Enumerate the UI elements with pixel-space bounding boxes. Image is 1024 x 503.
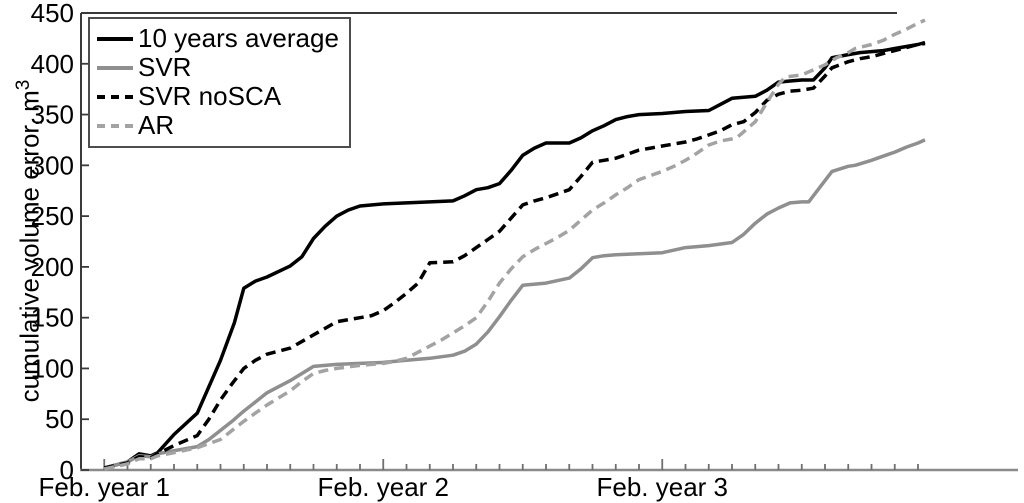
legend-label: SVR noSCA: [138, 81, 282, 111]
y-tick-label: 400: [31, 49, 74, 79]
legend: 10 years average SVR SVR noSCA AR: [88, 17, 351, 148]
x-tick-label: Feb. year 1: [38, 472, 170, 502]
legend-item: SVR noSCA: [97, 82, 339, 111]
y-axis-title-text: cumulative volume error, m: [14, 90, 45, 403]
legend-item: SVR: [97, 53, 339, 82]
y-tick-label: 350: [31, 100, 74, 130]
y-tick-label: 0: [60, 455, 74, 485]
legend-label: 10 years average: [138, 23, 339, 53]
y-tick-label: 300: [31, 150, 74, 180]
series-line-10-years-average: [103, 40, 926, 470]
y-axis-title-exponent: 3: [13, 79, 34, 91]
legend-line-sample-ar: [97, 123, 133, 128]
legend-label: AR: [138, 110, 175, 140]
series-line-ar: [103, 18, 926, 471]
legend-item: AR: [97, 111, 339, 140]
series-line-svr: [103, 138, 926, 470]
y-tick-label: 50: [45, 404, 74, 434]
x-tick-label: Feb. year 3: [596, 472, 728, 502]
series-line-svr-nosca: [103, 41, 926, 470]
y-tick-label: 150: [31, 303, 74, 333]
legend-line-sample-svr: [97, 65, 133, 70]
legend-item: 10 years average: [97, 24, 339, 53]
legend-line-sample-svr-nosca: [97, 94, 133, 99]
y-tick-label: 450: [31, 0, 74, 28]
y-tick-label: 250: [31, 201, 74, 231]
legend-line-sample-10-years-average: [97, 36, 133, 41]
x-tick-label: Feb. year 2: [317, 472, 449, 502]
y-tick-label: 100: [31, 353, 74, 383]
legend-label: SVR: [138, 52, 192, 82]
y-tick-label: 200: [31, 252, 74, 282]
y-axis-title: cumulative volume error, m3: [13, 11, 45, 471]
